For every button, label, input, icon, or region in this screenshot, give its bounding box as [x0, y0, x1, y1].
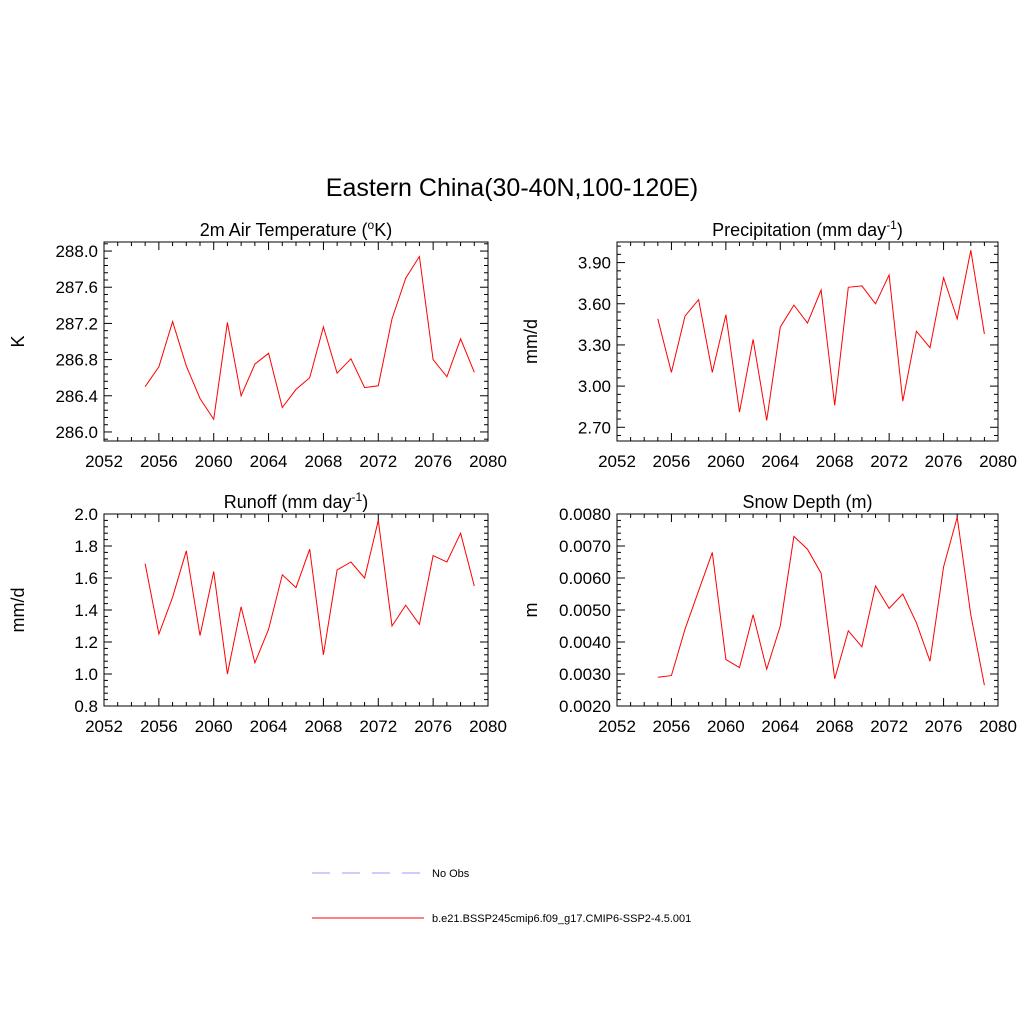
x-tick-label: 2080: [469, 717, 507, 736]
y-tick-label: 1.2: [74, 633, 98, 652]
chart-panel-2: Precipitation (mm day-1) mm/d 2052 2056 2060…: [521, 218, 1017, 471]
x-tick-label: 2064: [761, 452, 799, 471]
x-tick-label: 2080: [469, 452, 507, 471]
panel-title-suffix: K): [374, 220, 392, 240]
y-tick-label: 3.60: [578, 295, 611, 314]
x-tick-label: 2064: [761, 717, 799, 736]
panel-title-suffix: ): [897, 220, 903, 240]
x-tick-label: 2068: [305, 452, 343, 471]
x-tick-label: 2056: [140, 452, 178, 471]
panel-title-suffix: ): [362, 492, 368, 512]
x-tick-label: 2052: [598, 717, 636, 736]
x-tick-label: 2060: [195, 717, 233, 736]
x-tick-label: 2060: [195, 452, 233, 471]
x-tick-label: 2072: [870, 717, 908, 736]
x-tick-label: 2056: [653, 452, 691, 471]
x-tick-label: 2080: [979, 717, 1017, 736]
panel-title: Snow Depth (m): [742, 492, 872, 512]
y-axis-label: m: [521, 603, 541, 618]
x-tick-label: 2064: [250, 717, 288, 736]
y-axis-label: mm/d: [8, 588, 28, 633]
x-tick-label: 2068: [816, 717, 854, 736]
y-tick-label: 0.0080: [559, 505, 611, 524]
plot-frame: [103, 513, 489, 707]
y-tick-label: 288.0: [55, 242, 98, 261]
x-tick-label: 2076: [925, 452, 963, 471]
y-tick-label: 286.4: [55, 387, 98, 406]
y-tick-label: 0.8: [74, 697, 98, 716]
panel-title: Runoff (mm day-1): [224, 490, 368, 512]
panel-title-text: 2m Air Temperature (: [200, 220, 368, 240]
legend-label: b.e21.BSSP245cmip6.f09_g17.CMIP6-SSP2-4.…: [432, 913, 691, 925]
series-line: [144, 255, 475, 421]
x-tick-label: 2072: [359, 717, 397, 736]
series-line: [657, 517, 985, 686]
x-tick-label: 2076: [925, 717, 963, 736]
x-tick-label: 2052: [85, 717, 123, 736]
y-tick-label: 2.0: [74, 505, 98, 524]
y-tick-label: 286.0: [55, 423, 98, 442]
y-tick-label: 2.70: [578, 418, 611, 437]
panel-title-superscript: -1: [886, 218, 897, 232]
x-tick-label: 2068: [305, 717, 343, 736]
x-tick-label: 2076: [414, 452, 452, 471]
y-tick-label: 0.0020: [559, 697, 611, 716]
y-tick-label: 0.0050: [559, 601, 611, 620]
y-tick-label: 0.0070: [559, 537, 611, 556]
chart-panel-4: Snow Depth (m) m 2052 2056 2060 2064 2068 2072 2…: [521, 492, 1017, 736]
plot-frame: [616, 513, 999, 707]
y-tick-label: 0.0040: [559, 633, 611, 652]
y-tick-label: 287.6: [55, 278, 98, 297]
x-tick-label: 2060: [707, 717, 745, 736]
x-tick-label: 2080: [979, 452, 1017, 471]
plot-frame: [616, 241, 999, 442]
x-tick-label: 2072: [359, 452, 397, 471]
y-tick-label: 286.8: [55, 351, 98, 370]
panels-group: 2m Air Temperature (oK) K 2052 2056 2060 2064…: [8, 218, 1017, 736]
series-line: [657, 250, 985, 421]
x-tick-label: 2060: [707, 452, 745, 471]
x-tick-label: 2052: [598, 452, 636, 471]
y-tick-label: 1.8: [74, 537, 98, 556]
y-tick-label: 3.00: [578, 377, 611, 396]
x-tick-label: 2072: [870, 452, 908, 471]
figure-title: Eastern China(30-40N,100-120E): [326, 174, 698, 202]
panel-title-text: Snow Depth (m): [742, 492, 872, 512]
panel-title-text: Runoff (mm day: [224, 492, 352, 512]
panel-title-superscript: o: [368, 218, 375, 232]
y-axis-label: mm/d: [521, 319, 541, 364]
y-tick-label: 287.2: [55, 314, 98, 333]
series-line: [144, 520, 475, 675]
panel-title: Precipitation (mm day-1): [712, 218, 903, 240]
x-tick-label: 2068: [816, 452, 854, 471]
x-tick-label: 2052: [85, 452, 123, 471]
y-tick-label: 0.0060: [559, 569, 611, 588]
panel-title: 2m Air Temperature (oK): [200, 218, 392, 240]
legend-label: No Obs: [432, 868, 470, 880]
panel-title-text: Precipitation (mm day: [712, 220, 886, 240]
x-tick-label: 2056: [653, 717, 691, 736]
y-tick-label: 1.6: [74, 569, 98, 588]
y-tick-label: 3.90: [578, 254, 611, 273]
y-tick-label: 0.0030: [559, 665, 611, 684]
y-axis-label: K: [8, 335, 28, 347]
x-tick-label: 2056: [140, 717, 178, 736]
chart-panel-1: 2m Air Temperature (oK) K 2052 2056 2060 2064…: [8, 218, 507, 471]
legend: No Obs b.e21.BSSP245cmip6.f09_g17.CMIP6-S…: [312, 868, 691, 925]
y-tick-label: 1.0: [74, 665, 98, 684]
panel-title-superscript: -1: [352, 490, 363, 504]
y-tick-label: 3.30: [578, 336, 611, 355]
x-tick-label: 2076: [414, 717, 452, 736]
y-tick-label: 1.4: [74, 601, 98, 620]
x-tick-label: 2064: [250, 452, 288, 471]
chart-panel-3: Runoff (mm day-1) mm/d 2052 2056 2060 2064 206…: [8, 490, 507, 736]
